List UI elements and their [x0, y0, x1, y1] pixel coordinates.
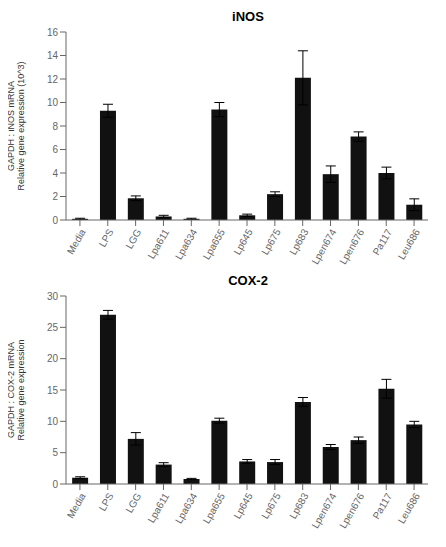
svg-text:Lpen676: Lpen676 [337, 491, 366, 531]
svg-text:Lpa655: Lpa655 [201, 227, 227, 262]
svg-text:6: 6 [52, 144, 58, 155]
svg-text:LGG: LGG [123, 227, 143, 251]
svg-text:Lp645: Lp645 [231, 491, 255, 521]
svg-text:Lpen674: Lpen674 [309, 227, 338, 267]
svg-text:Media: Media [65, 227, 88, 256]
svg-text:Lpa611: Lpa611 [145, 227, 171, 261]
svg-text:Lp683: Lp683 [287, 491, 311, 521]
svg-text:Lpa634: Lpa634 [173, 227, 199, 262]
svg-text:Leu686: Leu686 [396, 227, 422, 262]
svg-text:16: 16 [47, 27, 59, 38]
svg-text:GAPDH : COX-2 mRNARelative gen: GAPDH : COX-2 mRNARelative gene expressi… [8, 339, 26, 440]
svg-text:Lp683: Lp683 [287, 227, 311, 257]
svg-text:2: 2 [52, 191, 58, 202]
svg-text:Media: Media [65, 491, 88, 520]
svg-text:25: 25 [47, 322, 59, 333]
svg-text:0: 0 [52, 479, 58, 490]
svg-text:Leu686: Leu686 [396, 491, 422, 526]
svg-text:Pa117: Pa117 [370, 227, 394, 257]
svg-text:Lpen676: Lpen676 [337, 227, 366, 267]
svg-text:0: 0 [52, 215, 58, 226]
svg-text:10: 10 [47, 416, 59, 427]
svg-text:20: 20 [47, 353, 59, 364]
svg-text:Lp675: Lp675 [259, 227, 283, 257]
svg-text:Lpen674: Lpen674 [309, 491, 338, 531]
svg-text:GAPDH : iNOS mRNARelative gene: GAPDH : iNOS mRNARelative gene expressio… [8, 62, 26, 191]
svg-text:10: 10 [47, 97, 59, 108]
html-text:COX-2: COX-2 [228, 273, 268, 288]
svg-text:Lpa655: Lpa655 [201, 491, 227, 526]
svg-text:12: 12 [47, 74, 59, 85]
svg-text:Pa117: Pa117 [370, 491, 394, 521]
svg-text:5: 5 [52, 447, 58, 458]
svg-text:Lpa634: Lpa634 [173, 491, 199, 526]
svg-text:30: 30 [47, 291, 59, 302]
svg-text:Lpa611: Lpa611 [145, 491, 171, 525]
html-text:iNOS: iNOS [232, 9, 264, 24]
svg-text:8: 8 [52, 121, 58, 132]
svg-text:LPS: LPS [97, 227, 116, 249]
svg-text:LPS: LPS [97, 491, 116, 513]
svg-text:Lp645: Lp645 [231, 227, 255, 257]
svg-text:LGG: LGG [123, 491, 143, 515]
svg-text:15: 15 [47, 385, 59, 396]
svg-text:4: 4 [52, 168, 58, 179]
svg-text:14: 14 [47, 50, 59, 61]
svg-text:Lp675: Lp675 [259, 491, 283, 521]
